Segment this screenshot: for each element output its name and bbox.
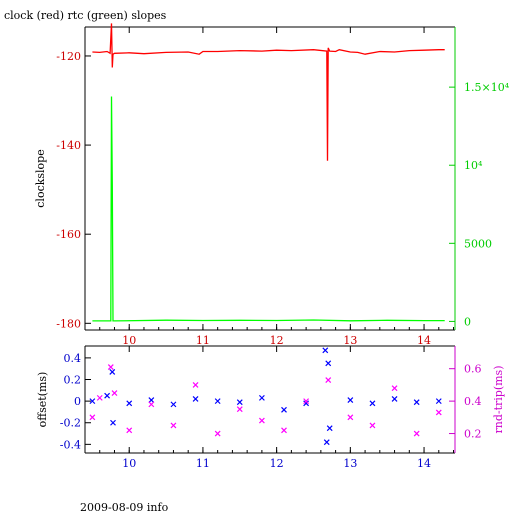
y-tick-label: 0.4 (64, 352, 82, 365)
data-point (281, 427, 287, 434)
data-point (347, 397, 354, 403)
x-tick-label: 14 (417, 334, 431, 347)
bottom-panel: 10 11 12 13 14 0.4 0.2 0 -0.2 -0.4 0.6 0.4 0.2 offset… (36, 345, 505, 470)
data-point (303, 400, 310, 407)
y-tick-label: -120 (56, 50, 81, 63)
x-tick-label: 12 (270, 457, 284, 470)
x-tick-label: 13 (343, 334, 357, 347)
data-point (214, 398, 221, 405)
data-point (126, 400, 133, 407)
x-tick-label: 10 (122, 457, 136, 470)
y-tick-label: -140 (56, 139, 81, 152)
data-point (110, 419, 116, 426)
data-point (435, 409, 442, 416)
top-panel: 10 11 12 13 14 -120 -140 -160 -180 0 5000 10⁴ 1.5×10… (34, 23, 510, 347)
data-point (214, 430, 221, 437)
data-point (107, 364, 114, 371)
x-tick-label: 13 (343, 457, 357, 470)
y-axis-label: clockslope (34, 149, 47, 207)
data-point (104, 392, 111, 399)
data-point (236, 399, 243, 406)
y-tick-label: -160 (56, 228, 81, 241)
data-point (96, 394, 103, 401)
series-line-clock (92, 23, 445, 161)
y2-tick-label: 0.4 (464, 395, 482, 408)
chart-title: clock (red) rtc (green) slopes (4, 9, 167, 22)
data-point (192, 381, 199, 388)
data-point (109, 369, 116, 375)
data-point (303, 398, 310, 405)
data-point (126, 427, 133, 434)
data-point (326, 425, 333, 432)
y2-tick-label: 10⁴ (464, 159, 483, 172)
data-point (170, 401, 177, 408)
data-point (391, 385, 398, 392)
data-point (323, 439, 330, 446)
data-point (89, 398, 96, 405)
x-tick-label: 14 (417, 457, 431, 470)
data-point (413, 399, 420, 406)
x-tick-label: 11 (196, 457, 210, 470)
y-tick-label: 0.2 (64, 374, 82, 387)
data-point (413, 430, 420, 437)
data-point (369, 422, 376, 429)
y2-tick-label: 0 (464, 315, 471, 328)
data-point (258, 394, 265, 401)
data-point (391, 396, 398, 402)
data-point (325, 377, 332, 383)
y-tick-label: 0 (74, 395, 81, 408)
y-tick-label: -180 (56, 317, 81, 330)
y2-tick-label: 5000 (464, 237, 492, 250)
y2-tick-label: 0.2 (464, 428, 482, 441)
data-point (148, 397, 155, 403)
y2-tick-label: 0.6 (464, 363, 482, 376)
series-line-rtc (92, 96, 445, 322)
data-point (192, 396, 199, 402)
y2-axis-label: rnd-trip(ms) (492, 366, 505, 434)
data-point (170, 422, 177, 429)
y2-tick-label: 1.5×10⁴ (464, 81, 510, 94)
y-axis-label: offset(ms) (36, 372, 49, 428)
x-tick-label: 11 (196, 334, 210, 347)
x-tick-label: 10 (122, 334, 136, 347)
x-tick-label: 12 (270, 334, 284, 347)
data-point (322, 347, 329, 354)
data-point (89, 414, 96, 421)
data-point (347, 414, 354, 421)
data-point (111, 390, 118, 396)
series-points-rnd-trip (89, 364, 442, 437)
data-point (148, 401, 155, 408)
y-tick-label: -0.2 (60, 417, 81, 430)
data-point (281, 406, 287, 413)
series-points-offset (89, 347, 442, 446)
data-point (369, 400, 376, 407)
data-point (258, 417, 265, 424)
footer-info: 2009-08-09 info (80, 501, 169, 512)
data-point (325, 360, 332, 367)
data-point (236, 406, 243, 413)
data-point (435, 398, 442, 405)
y-tick-label: -0.4 (60, 438, 81, 451)
